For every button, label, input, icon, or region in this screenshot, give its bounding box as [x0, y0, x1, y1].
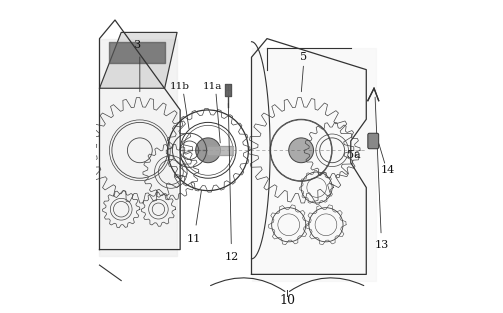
Text: 5: 5: [300, 52, 307, 62]
Polygon shape: [252, 48, 376, 280]
Text: 11: 11: [187, 234, 201, 244]
Polygon shape: [100, 33, 177, 88]
Circle shape: [196, 138, 220, 163]
Text: 11a: 11a: [203, 82, 222, 91]
Text: 5a: 5a: [347, 150, 361, 160]
Text: 12: 12: [224, 252, 238, 262]
Text: 13: 13: [375, 240, 389, 250]
Text: 14: 14: [380, 166, 394, 176]
Text: 11b: 11b: [170, 82, 190, 91]
Circle shape: [289, 138, 313, 163]
Text: 3: 3: [133, 40, 140, 50]
FancyBboxPatch shape: [368, 133, 379, 149]
Text: 10: 10: [279, 294, 295, 307]
